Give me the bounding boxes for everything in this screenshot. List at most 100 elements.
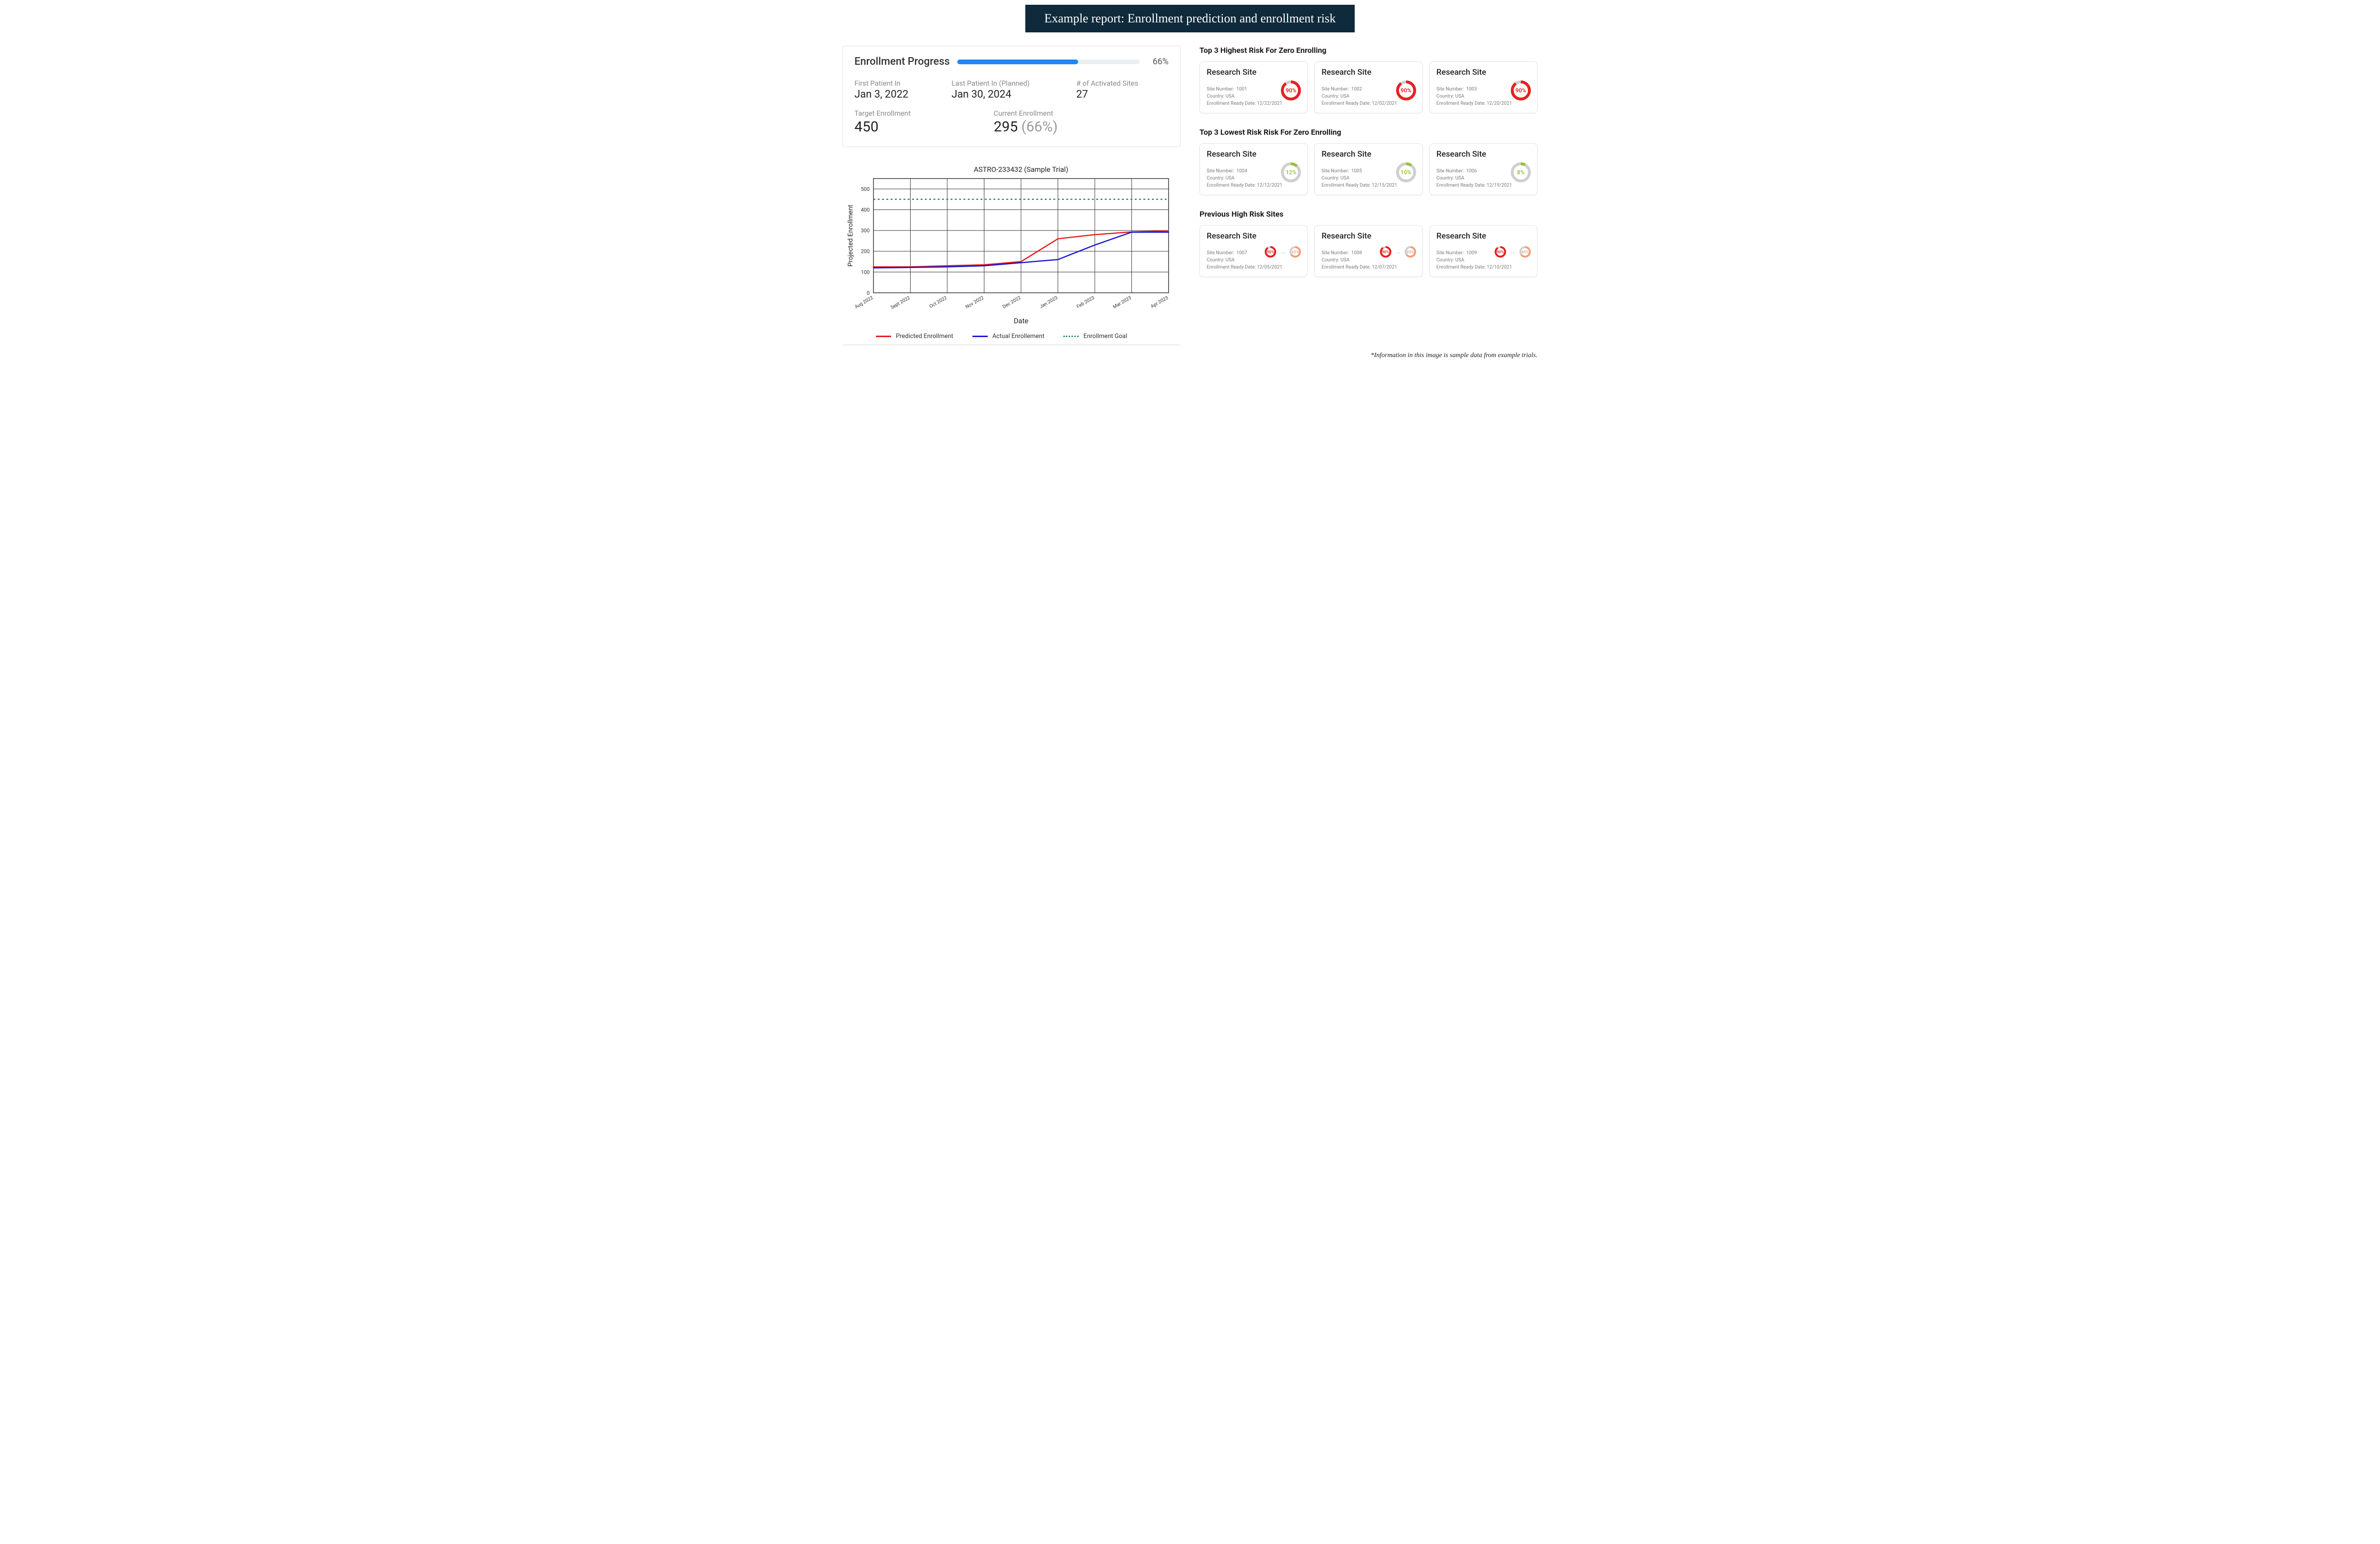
metric-value: 450 xyxy=(854,119,989,135)
metric-label: Current Enrollment xyxy=(994,109,1169,118)
svg-text:Projected Enrollment: Projected Enrollment xyxy=(847,205,854,267)
progress-header: Enrollment Progress 66% xyxy=(854,56,1169,68)
risk-donut-label: 10% xyxy=(1396,162,1417,183)
progress-bar-track xyxy=(957,60,1140,64)
risk-donut-before: 90% xyxy=(1264,246,1277,258)
arrow-right-icon: → xyxy=(1395,248,1401,256)
metric-value: Jan 3, 2022 xyxy=(854,89,947,100)
risk-donut: 8% xyxy=(1510,162,1531,183)
site-name: Research Site xyxy=(1207,68,1300,77)
metric-label: Target Enrollment xyxy=(854,109,989,118)
section-title-high-risk: Top 3 Highest Risk For Zero Enrolling xyxy=(1200,46,1537,55)
site-card[interactable]: Research Site Site Number: 1009 Country:… xyxy=(1429,225,1537,277)
current-enrollment-number: 295 xyxy=(994,119,1018,135)
site-name: Research Site xyxy=(1437,149,1530,159)
risk-donut-label: 8% xyxy=(1510,162,1531,183)
svg-text:0: 0 xyxy=(867,290,870,296)
risk-donut-label: 90% xyxy=(1510,80,1531,101)
progress-title: Enrollment Progress xyxy=(854,56,950,68)
section-title-prev-risk: Previous High Risk Sites xyxy=(1200,209,1537,219)
metric-value: 27 xyxy=(1076,89,1169,100)
legend-label: Predicted Enrollment xyxy=(896,333,953,340)
site-card[interactable]: Research Site Site Number: 1004 Country:… xyxy=(1200,143,1308,195)
svg-text:Jan 2023: Jan 2023 xyxy=(1039,295,1059,309)
site-name: Research Site xyxy=(1207,231,1300,241)
risk-donut-label: 65% xyxy=(1519,246,1531,258)
risk-trend: 90% → 65% xyxy=(1264,246,1301,258)
risk-donut-before: 90% xyxy=(1379,246,1392,258)
svg-text:100: 100 xyxy=(861,269,870,275)
left-column: Enrollment Progress 66% First Patient In… xyxy=(843,46,1180,345)
risk-donut: 90% xyxy=(1280,80,1301,101)
section-title-low-risk: Top 3 Lowest Risk Risk For Zero Enrollin… xyxy=(1200,128,1537,137)
page-title-bar: Example report: Enrollment prediction an… xyxy=(1025,5,1355,32)
risk-trend: 90% → 65% xyxy=(1379,246,1417,258)
low-risk-cards-row: Research Site Site Number: 1004 Country:… xyxy=(1200,143,1537,195)
risk-donut-label: 65% xyxy=(1289,246,1301,258)
metric-first-patient: First Patient In Jan 3, 2022 xyxy=(854,79,947,100)
site-card[interactable]: Research Site Site Number: 1005 Country:… xyxy=(1314,143,1422,195)
legend-swatch-goal xyxy=(1063,336,1079,337)
svg-text:500: 500 xyxy=(861,186,870,192)
svg-text:Apr 2023: Apr 2023 xyxy=(1150,295,1170,309)
current-enrollment-pct: (66%) xyxy=(1021,119,1058,135)
enrollment-progress-card: Enrollment Progress 66% First Patient In… xyxy=(843,46,1180,147)
site-name: Research Site xyxy=(1437,68,1530,77)
metric-last-patient: Last Patient In (Planned) Jan 30, 2024 xyxy=(952,79,1071,100)
risk-donut-label: 65% xyxy=(1404,246,1417,258)
legend-actual: Actual Enrollement xyxy=(972,333,1044,340)
metric-current-enrollment: Current Enrollment 295 (66%) xyxy=(994,109,1169,135)
svg-text:Sept 2022: Sept 2022 xyxy=(890,295,911,310)
metric-target-enrollment: Target Enrollment 450 xyxy=(854,109,989,135)
site-name: Research Site xyxy=(1321,231,1415,241)
site-card[interactable]: Research Site Site Number: 1007 Country:… xyxy=(1200,225,1308,277)
site-name: Research Site xyxy=(1321,149,1415,159)
svg-text:Date: Date xyxy=(1014,317,1029,325)
svg-text:Aug 2022: Aug 2022 xyxy=(854,295,874,310)
risk-donut-label: 90% xyxy=(1280,80,1301,101)
svg-text:Nov 2022: Nov 2022 xyxy=(965,295,985,310)
svg-text:200: 200 xyxy=(861,249,870,255)
risk-donut: 12% xyxy=(1280,162,1301,183)
svg-text:Oct 2022: Oct 2022 xyxy=(929,295,948,309)
legend-predicted: Predicted Enrollment xyxy=(876,333,953,340)
risk-donut-label: 90% xyxy=(1494,246,1507,258)
risk-trend: 90% → 65% xyxy=(1494,246,1531,258)
risk-donut: 10% xyxy=(1396,162,1417,183)
svg-text:Mar 2023: Mar 2023 xyxy=(1112,295,1132,310)
metric-label: Last Patient In (Planned) xyxy=(952,79,1071,88)
footnote: *Information in this image is sample dat… xyxy=(843,352,1537,359)
chart-legend: Predicted Enrollment Actual Enrollement … xyxy=(843,326,1180,340)
site-card[interactable]: Research Site Site Number: 1001 Country:… xyxy=(1200,61,1308,113)
enrollment-chart: ASTRO-233432 (Sample Trial)0100200300400… xyxy=(845,164,1178,326)
svg-text:Feb 2023: Feb 2023 xyxy=(1076,295,1095,309)
site-name: Research Site xyxy=(1321,68,1415,77)
metric-activated-sites: # of Activated Sites 27 xyxy=(1076,79,1169,100)
site-card[interactable]: Research Site Site Number: 1003 Country:… xyxy=(1429,61,1537,113)
progress-percent: 66% xyxy=(1148,57,1169,67)
risk-donut-label: 12% xyxy=(1280,162,1301,183)
svg-text:400: 400 xyxy=(861,207,870,213)
arrow-right-icon: → xyxy=(1279,248,1286,256)
arrow-right-icon: → xyxy=(1509,248,1516,256)
site-name: Research Site xyxy=(1437,231,1530,241)
svg-text:ASTRO-233432 (Sample Trial): ASTRO-233432 (Sample Trial) xyxy=(974,165,1069,174)
legend-swatch-predicted xyxy=(876,336,891,337)
risk-donut-after: 65% xyxy=(1519,246,1531,258)
high-risk-cards-row: Research Site Site Number: 1001 Country:… xyxy=(1200,61,1537,113)
metric-label: First Patient In xyxy=(854,79,947,88)
legend-label: Enrollment Goal xyxy=(1083,333,1127,340)
legend-label: Actual Enrollement xyxy=(992,333,1044,340)
right-column: Top 3 Highest Risk For Zero Enrolling Re… xyxy=(1200,46,1537,345)
site-card[interactable]: Research Site Site Number: 1002 Country:… xyxy=(1314,61,1422,113)
risk-donut-label: 90% xyxy=(1379,246,1392,258)
site-card[interactable]: Research Site Site Number: 1008 Country:… xyxy=(1314,225,1422,277)
risk-donut-label: 90% xyxy=(1264,246,1277,258)
metric-value: 295 (66%) xyxy=(994,119,1169,135)
legend-goal: Enrollment Goal xyxy=(1063,333,1127,340)
risk-donut-after: 65% xyxy=(1404,246,1417,258)
site-name: Research Site xyxy=(1207,149,1300,159)
risk-donut-after: 65% xyxy=(1289,246,1301,258)
enrollment-chart-area: ASTRO-233432 (Sample Trial)0100200300400… xyxy=(843,164,1180,345)
site-card[interactable]: Research Site Site Number: 1006 Country:… xyxy=(1429,143,1537,195)
